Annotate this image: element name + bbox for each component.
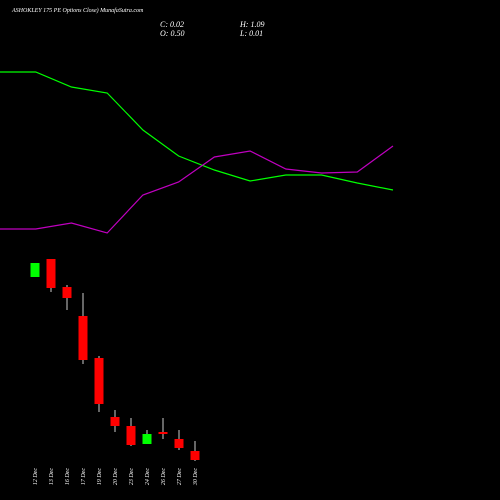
x-tick-label: 20 Dec <box>113 468 119 485</box>
x-tick-label: 17 Dec <box>81 468 87 485</box>
candle-body <box>30 263 40 277</box>
candle-body <box>62 287 72 298</box>
candle-body <box>158 432 168 434</box>
x-tick-label: 19 Dec <box>97 468 103 485</box>
candle-body <box>142 434 152 444</box>
chart-title: ASHOKLEY 175 PE Options Close) MunafaSut… <box>11 7 144 14</box>
x-tick-label: 26 Dec <box>161 468 167 485</box>
candle-body <box>94 358 104 404</box>
line-series <box>0 145 394 234</box>
x-tick-label: 30 Dec <box>193 468 199 486</box>
stat-close: C: 0.02 <box>160 20 184 29</box>
stat-open: O: 0.50 <box>160 29 184 38</box>
x-tick-label: 12 Dec <box>33 468 39 485</box>
stat-low: L: 0.01 <box>239 29 263 38</box>
x-tick-label: 23 Dec <box>129 468 135 485</box>
candle-body <box>190 451 200 460</box>
x-tick-label: 27 Dec <box>177 468 183 485</box>
stat-high: H: 1.09 <box>239 20 264 29</box>
x-tick-label: 24 Dec <box>144 468 151 485</box>
candle-body <box>46 259 56 288</box>
candle-body <box>174 439 184 448</box>
candle-body <box>110 417 120 426</box>
line-series <box>0 71 394 191</box>
x-tick-label: 13 Dec <box>49 468 55 485</box>
x-tick-label: 16 Dec <box>65 468 71 485</box>
candle-body <box>78 316 88 360</box>
candle-body <box>126 426 136 445</box>
